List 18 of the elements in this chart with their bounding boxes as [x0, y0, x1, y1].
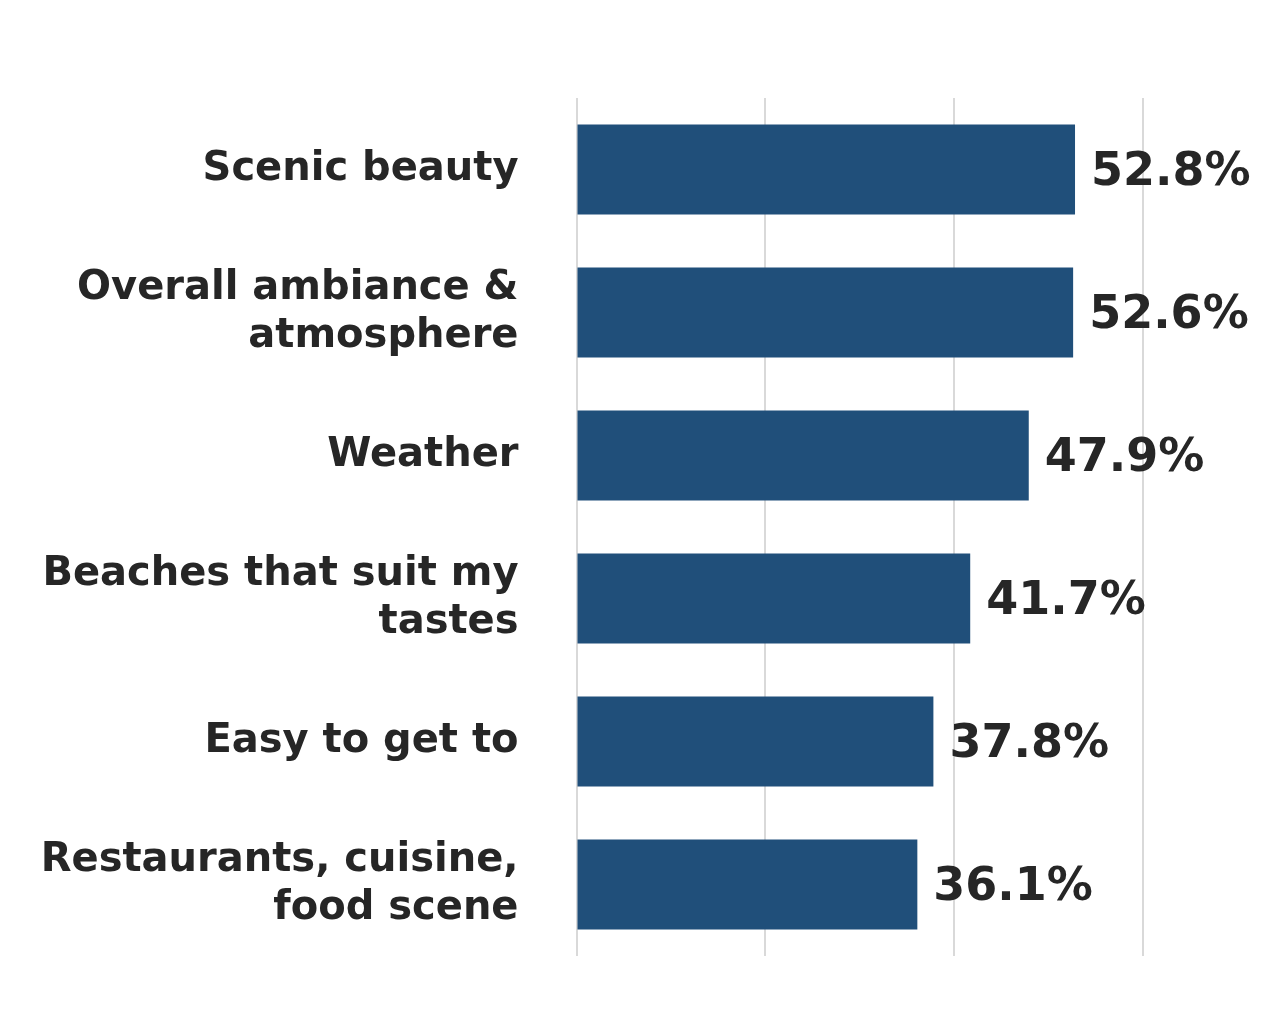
bar [577, 696, 934, 787]
data-label: 41.7% [986, 571, 1146, 626]
y-tick-label: Easy to get to [204, 714, 519, 761]
y-tick-label: Beaches that suit my tastes [42, 547, 519, 642]
data-label: 47.9% [1044, 428, 1205, 483]
data-label: 52.8% [1091, 142, 1251, 197]
data-label: 52.6% [1089, 285, 1249, 340]
bar [577, 267, 1074, 358]
bar [577, 839, 918, 930]
y-tick-label: Restaurants, cuisine, food scene [40, 833, 519, 928]
y-tick-label: Scenic beauty [202, 142, 519, 189]
data-label: 36.1% [933, 857, 1093, 912]
bar [577, 410, 1029, 501]
data-label: 37.8% [949, 714, 1109, 769]
bar [577, 124, 1076, 215]
y-tick-label: Weather [327, 428, 519, 475]
y-tick-label: Overall ambiance & atmosphere [77, 261, 519, 356]
bar [577, 553, 971, 644]
